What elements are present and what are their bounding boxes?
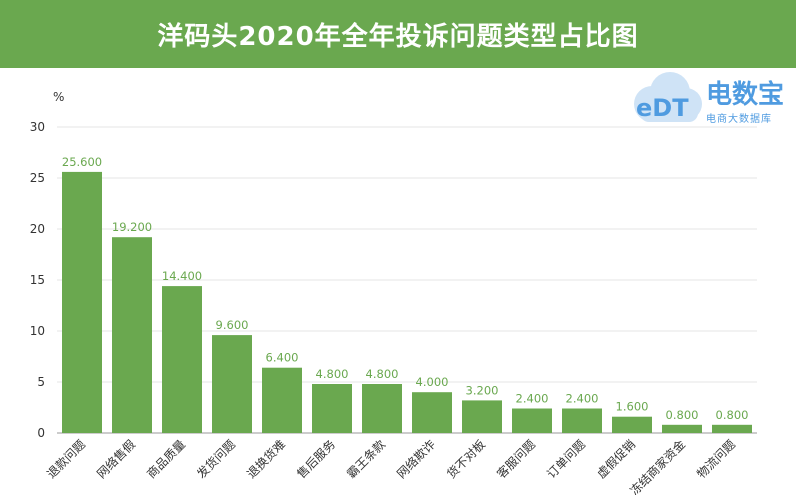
x-tick-label: 退换货难 (244, 437, 289, 482)
bar (662, 424, 702, 433)
bar (112, 237, 152, 433)
bar (262, 367, 302, 433)
y-tick-label: 30 (30, 120, 45, 134)
bar (612, 416, 652, 433)
x-tick-label: 退款问题 (44, 437, 88, 481)
bar (162, 286, 202, 433)
data-label: 6.400 (266, 351, 299, 365)
y-tick-label: 15 (30, 273, 45, 287)
x-tick-label: 商品质量 (144, 437, 189, 482)
chart-title: 洋码头2020年全年投诉问题类型占比图 (157, 21, 639, 52)
watermark-logo-text: eDT (636, 94, 689, 122)
bar (362, 384, 402, 433)
x-tick-label: 网络售假 (94, 437, 139, 482)
title-banner: 洋码头2020年全年投诉问题类型占比图 (0, 0, 796, 68)
x-tick-label: 订单问题 (544, 437, 588, 481)
data-label: 3.200 (466, 383, 499, 397)
x-tick-label: 物流问题 (694, 437, 738, 481)
y-tick-label: 10 (30, 324, 45, 338)
bar (562, 408, 602, 433)
y-tick-label: 0 (37, 426, 45, 440)
x-tick-label: 客服问题 (494, 437, 539, 482)
data-label: 25.600 (62, 155, 102, 169)
bar (412, 392, 452, 433)
bar (62, 171, 102, 433)
data-label: 19.200 (112, 220, 152, 234)
x-tick-label: 售后服务 (294, 437, 339, 482)
data-label: 4.800 (316, 367, 349, 381)
x-tick-label: 货不对板 (444, 437, 489, 482)
bar (212, 335, 252, 433)
data-label: 2.400 (566, 392, 599, 406)
x-tick-label: 发货问题 (194, 437, 239, 482)
bar (512, 408, 552, 433)
data-label: 1.600 (616, 400, 649, 414)
data-label: 4.800 (366, 367, 399, 381)
data-label: 9.600 (216, 318, 249, 332)
x-tick-label: 虚假促销 (594, 437, 638, 481)
x-tick-label: 网络欺诈 (394, 437, 439, 482)
y-axis-unit: % (53, 90, 65, 104)
y-tick-label: 20 (30, 222, 45, 236)
data-label: 0.800 (666, 408, 699, 422)
x-tick-label: 霸王条款 (344, 437, 388, 481)
watermark: eDT 电数宝 电商大数据库 (624, 64, 794, 134)
data-label: 2.400 (516, 392, 549, 406)
bar (312, 384, 352, 433)
watermark-tagline: 电商大数据库 (706, 114, 772, 125)
bar (712, 424, 752, 433)
y-tick-label: 25 (30, 171, 45, 185)
bar (462, 400, 502, 433)
cloud-logo-icon: eDT (634, 72, 702, 122)
data-label: 4.000 (416, 375, 449, 389)
y-tick-label: 5 (37, 375, 45, 389)
data-label: 0.800 (716, 408, 749, 422)
watermark-brand: 电数宝 (706, 80, 785, 110)
data-label: 14.400 (162, 269, 202, 283)
